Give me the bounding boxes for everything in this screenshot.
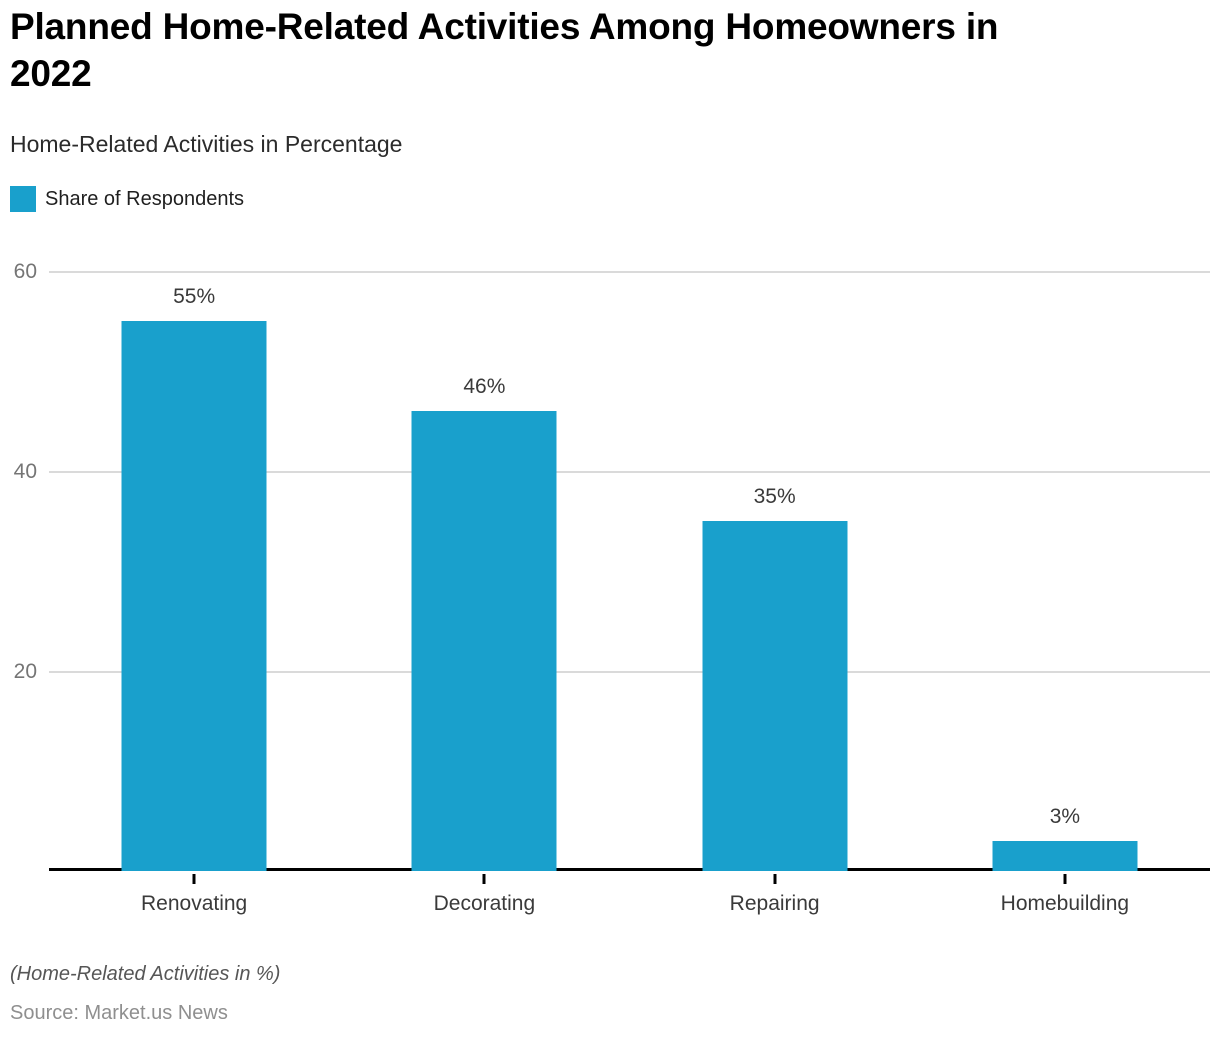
source-credit: Source: Market.us News [10, 1002, 228, 1024]
bar-homebuilding[interactable] [992, 841, 1138, 871]
x-axis-tick-homebuilding [1063, 874, 1067, 884]
chart-subtitle: Home-Related Activities in Percentage [10, 131, 403, 157]
y-axis-tick-label-20: 20 [13, 660, 37, 683]
bar-renovating[interactable] [121, 321, 267, 871]
x-axis-label-decorating: Decorating [433, 892, 536, 915]
legend-swatch-icon [10, 186, 36, 212]
y-axis-tick-label-60: 60 [13, 260, 37, 283]
gridline-20 [49, 671, 1210, 673]
bar-columns: 55% Renovating 46% Decorating 35% Repairing 3%… [49, 271, 1210, 915]
bar-column-homebuilding: 3% Homebuilding [920, 271, 1210, 915]
bar-decorating[interactable] [411, 411, 557, 871]
bar-value-label-decorating: 46% [463, 375, 506, 398]
x-axis-label-renovating: Renovating [141, 892, 248, 915]
x-axis-label-homebuilding: Homebuilding [1000, 892, 1130, 915]
legend-label: Share of Respondents [45, 187, 245, 210]
plot-area: 55% Renovating 46% Decorating 35% Repairing 3%… [49, 271, 1210, 915]
bar-value-label-renovating: 55% [173, 285, 216, 308]
gridline-60 [49, 271, 1210, 273]
x-axis-tick-decorating [482, 874, 486, 884]
y-axis: 20 40 60 [0, 260, 37, 871]
bar-column-repairing: 35% Repairing [630, 271, 920, 915]
bar-column-decorating: 46% Decorating [339, 271, 629, 915]
bar-value-label-repairing: 35% [753, 485, 796, 508]
bar-repairing[interactable] [702, 521, 848, 871]
gridline-40 [49, 471, 1210, 473]
bar-value-label-homebuilding: 3% [1049, 805, 1081, 828]
legend: Share of Respondents [10, 186, 244, 212]
y-axis-tick-label-40: 40 [13, 460, 37, 483]
x-axis-tick-renovating [192, 874, 196, 884]
x-axis-label-repairing: Repairing [729, 892, 820, 915]
x-axis-tick-repairing [773, 874, 777, 884]
chart-title: Planned Home-Related Activities Among Ho… [10, 6, 999, 94]
footnote: (Home-Related Activities in %) [10, 963, 281, 985]
bar-column-renovating: 55% Renovating [49, 271, 339, 915]
